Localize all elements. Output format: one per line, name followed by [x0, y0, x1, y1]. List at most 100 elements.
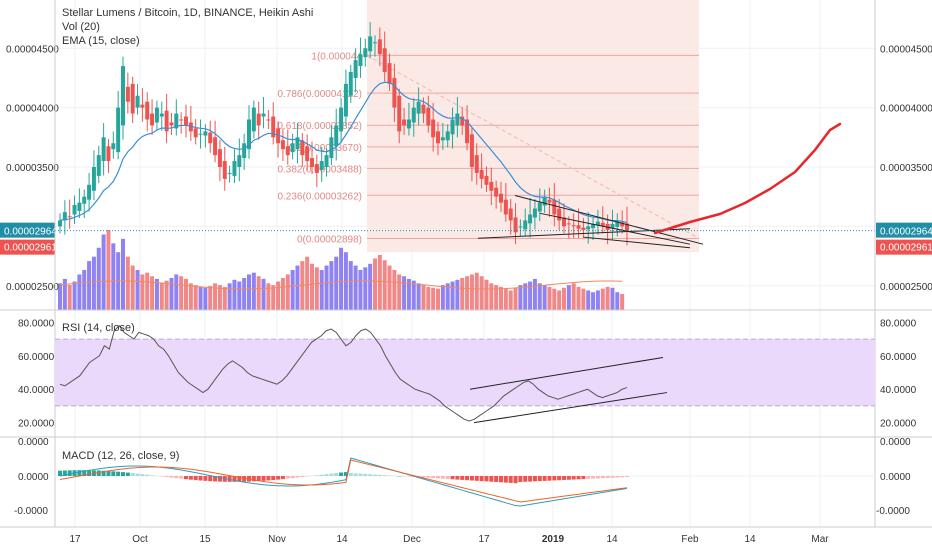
macd-tick-right: 0.0000: [880, 472, 911, 483]
candle-body: [567, 223, 571, 224]
x-tick: Nov: [268, 534, 286, 545]
macd-hist: [203, 476, 207, 481]
macd-hist: [111, 471, 115, 476]
volume-bar: [349, 261, 353, 310]
candle-body: [203, 131, 207, 135]
candle-body: [349, 72, 353, 96]
macd-hist: [538, 476, 542, 481]
macd-label[interactable]: MACD (12, 26, close, 9): [62, 450, 179, 462]
chart-title: Stellar Lumens / Bitcoin, 1D, BINANCE, H…: [62, 6, 313, 20]
candle-body: [509, 209, 513, 221]
candle-body: [421, 105, 425, 114]
candle-body: [106, 146, 110, 161]
candle-body: [116, 108, 120, 153]
candle-body: [514, 217, 518, 232]
macd-hist: [586, 476, 590, 479]
volume-bar: [184, 279, 188, 310]
candle-body: [470, 134, 474, 167]
volume-bar: [82, 270, 86, 310]
price-tick-right: 0.00003500: [880, 163, 932, 174]
macd-hist: [523, 476, 527, 482]
macd-hist: [475, 476, 479, 481]
x-tick: Feb: [681, 534, 699, 545]
macd-hist: [199, 476, 203, 480]
macd-hist: [504, 476, 508, 483]
candle-body: [121, 66, 125, 125]
volume-bar: [533, 279, 537, 310]
rsi-tick-left: 80.0000: [18, 318, 55, 329]
macd-hist: [106, 471, 110, 476]
volume-bar: [397, 274, 401, 310]
volume-bar: [514, 288, 518, 310]
macd-hist: [194, 476, 198, 480]
candle-body: [232, 161, 236, 176]
macd-hist: [552, 476, 556, 480]
macd-hist: [480, 476, 484, 481]
candle-body: [184, 117, 188, 126]
volume-bar: [363, 267, 367, 310]
price-tag-right-red-text: 0.00002961: [880, 243, 932, 254]
rsi-tick-left: 60.0000: [18, 352, 55, 363]
volume-bar: [610, 288, 614, 310]
candle-body: [223, 161, 227, 179]
volume-bar: [320, 270, 324, 310]
macd-hist: [378, 475, 382, 476]
volume-bar: [383, 260, 387, 310]
fib-label: 0.618(0.00003852): [277, 121, 362, 132]
macd-hist: [436, 476, 440, 478]
macd-hist: [208, 476, 212, 481]
macd-hist: [407, 476, 411, 477]
volume-bar: [87, 261, 91, 310]
macd-hist: [606, 476, 610, 478]
macd-hist: [533, 476, 537, 481]
candle-body: [431, 120, 435, 138]
candle-body: [441, 137, 445, 140]
volume-bar: [97, 248, 101, 310]
volume-bar: [402, 276, 406, 310]
candle-body: [572, 225, 576, 226]
volume-bar: [315, 267, 319, 310]
volume-bar: [140, 274, 144, 310]
macd-hist: [451, 476, 455, 479]
volume-bar: [174, 274, 178, 310]
candle-body: [242, 143, 246, 158]
candle-body: [426, 108, 430, 126]
candle-body: [179, 120, 183, 121]
volume-bar: [262, 279, 266, 310]
volume-bar: [247, 274, 251, 310]
volume-bar: [252, 273, 256, 310]
volume-bar: [305, 257, 309, 310]
candle-body: [363, 48, 367, 57]
rsi-label[interactable]: RSI (14, close): [62, 322, 135, 334]
macd-hist: [281, 476, 285, 479]
candle-body: [237, 155, 241, 167]
candle-body: [111, 143, 115, 149]
volume-bar: [228, 283, 232, 310]
volume-bar: [208, 286, 212, 310]
volume-bar: [194, 285, 198, 310]
ema-label[interactable]: EMA (15, close): [62, 34, 313, 48]
candle-body: [528, 215, 532, 224]
macd-hist: [610, 476, 614, 478]
price-tag-right-text: 0.00002964: [880, 227, 932, 238]
price-tick-right: 0.00002500: [880, 282, 932, 293]
vol-label[interactable]: Vol (20): [62, 20, 313, 34]
candle-body: [533, 209, 537, 218]
candle-body: [523, 220, 527, 229]
macd-hist: [358, 474, 362, 476]
volume-bar: [378, 255, 382, 310]
volume-bar: [266, 283, 270, 310]
macd-hist: [363, 474, 367, 476]
macd-hist: [388, 475, 392, 476]
macd-hist: [334, 473, 338, 476]
legend: Stellar Lumens / Bitcoin, 1D, BINANCE, H…: [62, 6, 313, 48]
volume-bar: [577, 287, 581, 310]
volume-bar: [199, 287, 203, 310]
candle-body: [145, 102, 149, 120]
volume-bar: [121, 239, 125, 310]
rsi-tick-right: 40.0000: [880, 385, 917, 396]
volume-bar: [295, 266, 299, 310]
macd-hist: [567, 476, 571, 480]
